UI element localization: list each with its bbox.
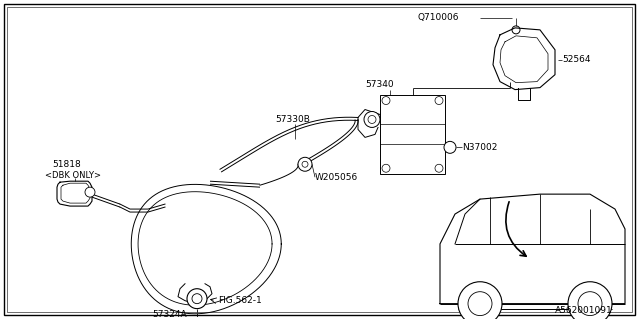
Text: W205056: W205056: [315, 173, 358, 182]
Text: N37002: N37002: [462, 143, 497, 152]
Circle shape: [458, 282, 502, 320]
Text: Q710006: Q710006: [418, 13, 460, 22]
Circle shape: [298, 157, 312, 171]
Bar: [380, 95, 445, 174]
Circle shape: [364, 111, 380, 127]
Circle shape: [444, 141, 456, 153]
Text: 57324A: 57324A: [152, 310, 187, 319]
Text: A562001091: A562001091: [555, 306, 612, 315]
Text: FIG.562-1: FIG.562-1: [218, 296, 262, 305]
Text: 52564: 52564: [562, 55, 591, 64]
Circle shape: [85, 187, 95, 197]
Circle shape: [568, 282, 612, 320]
Circle shape: [187, 289, 207, 308]
Text: 57340: 57340: [365, 80, 394, 89]
Text: 57330B: 57330B: [275, 115, 310, 124]
Text: <DBK ONLY>: <DBK ONLY>: [45, 171, 101, 180]
Text: 51818: 51818: [52, 160, 81, 169]
